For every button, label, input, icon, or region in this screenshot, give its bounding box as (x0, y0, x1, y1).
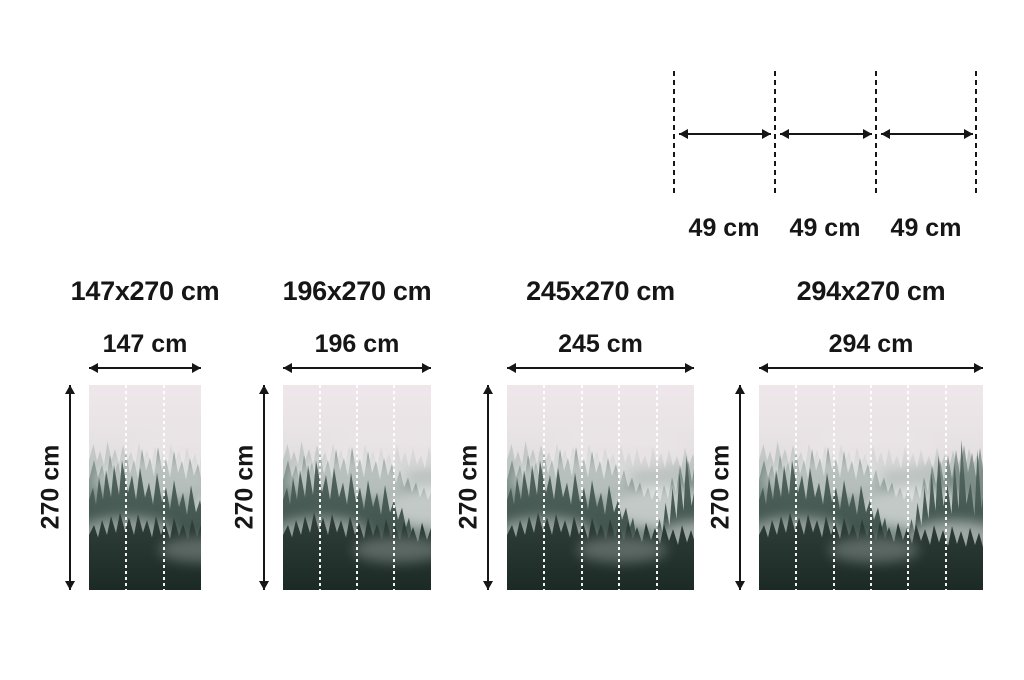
panel-boundary-line (875, 71, 877, 196)
panel-seam-line (393, 385, 395, 590)
misty-forest-photo (89, 385, 201, 590)
misty-forest-photo (507, 385, 694, 590)
width-arrow (89, 363, 201, 373)
wallpaper-preview-image (89, 385, 201, 590)
size-title: 245x270 cm (526, 276, 675, 306)
width-dimension-label: 294 cm (828, 330, 914, 358)
width-dimension-label: 147 cm (102, 330, 188, 358)
height-arrow (65, 385, 75, 590)
size-diagram-294x270: 294x270 cm 294 cm 270 cm (707, 276, 983, 590)
height-dimension-label: 270 cm (454, 444, 483, 530)
height-arrow (735, 385, 745, 590)
size-diagram-147x270: 147x270 cm 147 cm 270 cm (37, 277, 220, 590)
panel-boundary-line (774, 71, 776, 196)
panel-width-label: 49 cm (890, 214, 962, 242)
size-diagram-245x270: 245x270 cm 245 cm 270 cm (455, 276, 694, 590)
panel-seam-line (125, 385, 127, 590)
width-arrow (283, 363, 431, 373)
size-diagram-196x270: 196x270 cm 196 cm 270 cm (231, 276, 432, 590)
panel-width-arrow (780, 129, 872, 139)
panel-seam-line (618, 385, 620, 590)
panel-width-label: 49 cm (789, 214, 861, 242)
panel-width-arrow (881, 129, 973, 139)
panel-seam-line (833, 385, 835, 590)
panel-seam-line (656, 385, 658, 590)
height-dimension-label: 270 cm (230, 444, 259, 530)
panel-seam-line (356, 385, 358, 590)
panel-seam-line (870, 385, 872, 590)
height-arrow (483, 385, 493, 590)
panel-seam-line (795, 385, 797, 590)
size-title: 196x270 cm (282, 276, 432, 306)
wallpaper-preview-image (759, 385, 983, 590)
width-dimension-label: 245 cm (558, 330, 643, 358)
size-title: 147x270 cm (70, 276, 220, 306)
panel-seam-line (163, 385, 165, 590)
panel-width-label: 49 cm (688, 214, 760, 242)
size-title: 294x270 cm (796, 276, 946, 306)
panel-seam-line (319, 385, 321, 590)
width-arrow (759, 363, 983, 373)
panel-width-guide: 49 cm 49 cm 49 cm (673, 71, 977, 241)
panel-boundary-line (975, 71, 977, 196)
panel-seam-line (581, 385, 583, 590)
height-arrow (259, 385, 269, 590)
wallpaper-preview-image (283, 385, 431, 590)
panel-seam-line (543, 385, 545, 590)
height-dimension-label: 270 cm (36, 444, 65, 530)
panel-seam-line (907, 385, 909, 590)
height-dimension-label: 270 cm (706, 444, 735, 530)
panel-seam-line (945, 385, 947, 590)
panel-boundary-line (673, 71, 675, 196)
width-arrow (507, 363, 694, 373)
panel-width-arrow (679, 129, 771, 139)
wallpaper-preview-image (507, 385, 694, 590)
width-dimension-label: 196 cm (314, 330, 400, 358)
